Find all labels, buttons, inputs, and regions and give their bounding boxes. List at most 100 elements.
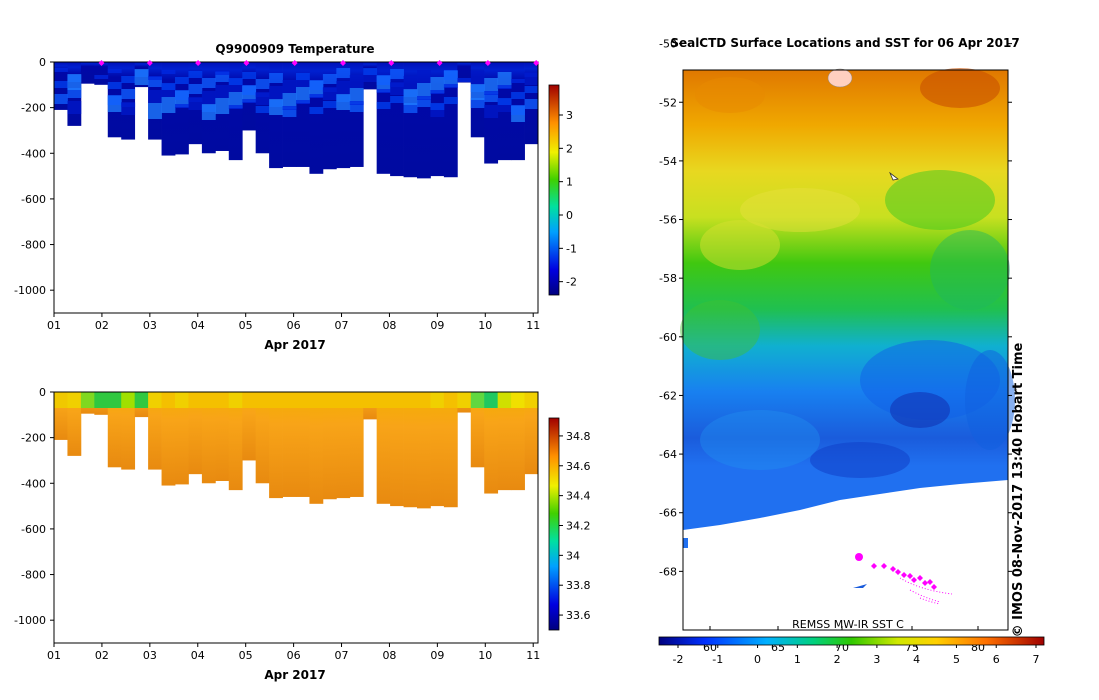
x-tick-label: 04	[191, 319, 205, 332]
salt-surface-band	[470, 392, 485, 408]
temp-band	[497, 98, 512, 105]
temp-band	[417, 96, 431, 100]
temp-band	[417, 83, 431, 99]
temp-band	[309, 107, 324, 114]
temp-band	[201, 104, 216, 120]
lat-tick-label: -68	[659, 565, 677, 578]
temp-band	[228, 92, 243, 108]
colorbar-tick-label: 3	[566, 109, 573, 122]
temp-band	[282, 106, 297, 110]
lat-tick-label: -64	[659, 448, 677, 461]
temperature-y-axis: 0 -200 -400 -600 -800 -1000	[14, 56, 54, 297]
temp-band	[228, 105, 243, 109]
y-tick-label: -400	[21, 147, 46, 160]
temp-band	[443, 70, 458, 80]
temp-band	[417, 97, 431, 107]
colorbar-tick-label: 34.4	[566, 490, 591, 503]
sst-colorbar	[658, 636, 1045, 646]
profile-column	[390, 392, 404, 507]
salinity-colorbar	[548, 417, 560, 631]
salt-surface-band	[363, 392, 378, 408]
profile-column	[107, 392, 122, 468]
x-tick-label: 09	[430, 319, 444, 332]
salinity-plot-frame	[53, 391, 539, 644]
sst-colorbar-ticks: -2 -1 0 1 2 3 4 5 6 7	[673, 645, 1040, 666]
ice-edge-pixel	[683, 538, 688, 548]
temp-band	[430, 103, 445, 110]
temp-band	[67, 88, 82, 98]
lat-tick-label: -58	[659, 272, 677, 285]
sst-source-label: REMSS MW-IR SST C	[792, 618, 904, 631]
temp-band	[376, 102, 391, 109]
temp-band	[215, 85, 230, 98]
temp-band	[349, 102, 364, 112]
temp-band	[390, 82, 404, 95]
temp-band	[309, 80, 324, 90]
salt-surface-band	[336, 392, 351, 408]
x-tick-label: 06	[287, 319, 301, 332]
y-tick-label: -600	[21, 523, 46, 536]
sst-colorbar-tick-label: 4	[913, 653, 920, 666]
temp-band	[403, 76, 418, 89]
x-tick-label: 11	[526, 319, 540, 332]
temp-band	[309, 94, 324, 98]
profile-column	[228, 62, 243, 161]
temp-band	[322, 74, 337, 84]
profile-marker	[291, 60, 298, 66]
x-tick-label: 06	[287, 649, 301, 662]
temp-band	[255, 106, 270, 113]
sst-colorbar-tick-label: 2	[834, 653, 841, 666]
x-tick-label: 08	[382, 319, 396, 332]
temp-band	[417, 70, 431, 83]
temp-band	[322, 87, 337, 100]
y-tick-label: -800	[21, 239, 46, 252]
temp-band	[54, 68, 68, 72]
x-tick-label: 03	[143, 649, 157, 662]
temp-band	[336, 94, 351, 110]
profile-column	[121, 62, 136, 140]
sst-patch	[920, 68, 1000, 108]
temp-band	[188, 71, 203, 78]
salt-surface-band	[443, 392, 458, 408]
kerguelen-island	[827, 68, 853, 88]
temp-band	[511, 92, 525, 99]
profile-column	[242, 392, 257, 461]
temp-band	[201, 91, 216, 104]
y-tick-label: -600	[21, 193, 46, 206]
profile-column	[403, 392, 418, 508]
temp-band	[54, 94, 68, 104]
sst-patch	[810, 442, 910, 478]
x-tick-label: 10	[478, 319, 492, 332]
x-tick-label: 05	[239, 649, 253, 662]
temp-band	[524, 86, 539, 93]
profile-column	[322, 392, 337, 500]
sst-patch	[700, 220, 780, 270]
salt-surface-band	[524, 392, 539, 408]
location-marker	[922, 580, 928, 586]
profile-column	[228, 392, 243, 491]
temp-band	[107, 95, 122, 105]
profile-column	[121, 392, 136, 470]
temp-band	[484, 105, 499, 118]
salt-surface-band	[349, 392, 364, 408]
sst-colorbar-tick-label: 7	[1033, 653, 1040, 666]
profile-marker	[146, 60, 153, 66]
salt-surface-band	[228, 392, 243, 408]
colorbar-tick-label: 0	[566, 209, 573, 222]
temp-band	[470, 71, 485, 84]
salinity-y-axis: 0 -200 -400 -600 -800 -1000	[14, 386, 54, 627]
salt-surface-band	[484, 392, 499, 408]
temp-band	[497, 72, 512, 88]
temp-band	[430, 77, 445, 93]
temp-band	[322, 101, 337, 108]
temp-band	[430, 90, 445, 94]
temp-band	[121, 102, 136, 115]
temp-band	[161, 97, 176, 113]
sst-patch	[965, 350, 1015, 450]
profile-marker	[436, 60, 443, 66]
temp-band	[67, 101, 82, 114]
temp-band	[134, 69, 149, 85]
salt-surface-band	[54, 392, 68, 408]
temp-band	[511, 79, 525, 83]
salt-surface-band	[390, 392, 404, 408]
